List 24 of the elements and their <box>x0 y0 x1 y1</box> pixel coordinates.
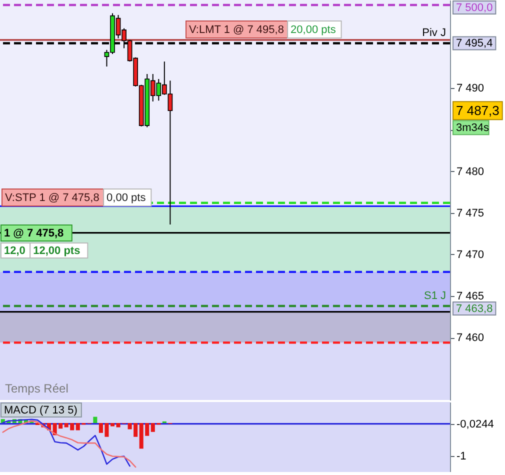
annotation: 12,00 pts <box>33 245 80 257</box>
annotation: V:STP 1 @ 7 475,8 <box>5 192 100 204</box>
text: 7 487,3 <box>456 103 500 118</box>
y-tick-label: 7 460 <box>456 332 484 344</box>
annotation: 12,0 <box>4 245 26 257</box>
ref-line-label: S1 J <box>424 290 446 302</box>
annotation: 7 495,4 <box>456 38 493 50</box>
y-tick-label: 7 490 <box>456 82 484 95</box>
ref-line-label: Piv J <box>422 27 446 40</box>
y-tick-label: -0,0244 <box>456 418 494 430</box>
y-tick-label: 7 475 <box>456 207 484 220</box>
y-tick-label: 7 470 <box>456 248 484 261</box>
text: 7 500,0 <box>456 2 493 14</box>
text: 3m34s <box>456 122 490 134</box>
annotation: 0,00 pts <box>106 192 146 204</box>
annotation: Temps Réel <box>5 382 68 396</box>
annotation: 1 @ 7 475,8 <box>4 228 64 240</box>
annotation: V:LMT 1 @ 7 495,8 <box>189 24 284 36</box>
annotation: 7 463,8 <box>456 303 493 316</box>
y-tick-label: -1 <box>456 450 466 462</box>
y-tick-label: 7 480 <box>456 166 484 178</box>
annotation: 20,00 pts <box>290 24 336 36</box>
y-tick-label: 7 465 <box>456 290 484 303</box>
chart-title: MACD (7 13 5) <box>4 404 78 416</box>
